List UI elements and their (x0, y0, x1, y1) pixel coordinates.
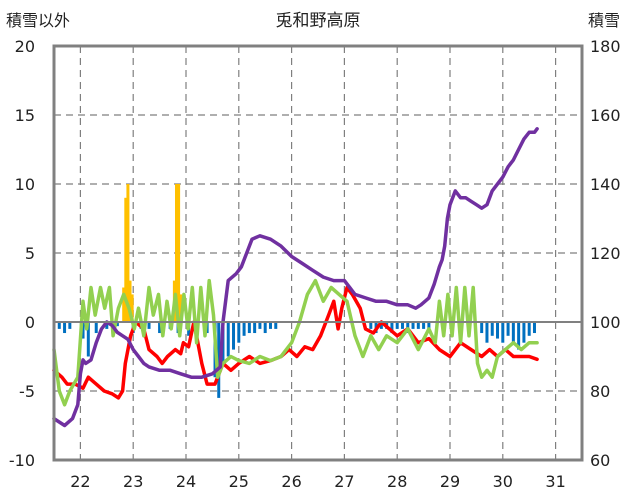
negative_bars-bar (81, 322, 85, 339)
left-tick-label: 5 (25, 244, 35, 263)
right-tick-label: 100 (590, 313, 621, 332)
negative_bars-bar (517, 322, 521, 350)
x-tick-label: 24 (176, 472, 196, 491)
negative_bars-bar (57, 322, 61, 329)
x-tick-label: 27 (334, 472, 354, 491)
negative_bars-bar (522, 322, 526, 343)
grid-lines (54, 46, 582, 460)
left-tick-label: 0 (25, 313, 35, 332)
left-tick-label: -10 (9, 451, 35, 470)
line-series (52, 127, 539, 428)
left-tick-label: 15 (15, 106, 35, 125)
negative_bars-bar (532, 322, 536, 334)
negative_bars-bar (480, 322, 484, 334)
negative_bars-bar (416, 322, 420, 329)
negative_bars-bar (427, 322, 431, 329)
negative_bars-bar (237, 322, 241, 343)
negative_bars-bar (94, 322, 98, 334)
tick-labels: 20 15 10 5 0 -5 -10 180 160 140 120 100 80 60 22 23 24 25… (9, 37, 621, 491)
x-tick-label: 25 (229, 472, 249, 491)
negative_bars-bar (511, 322, 515, 343)
x-tick-label: 23 (123, 472, 143, 491)
negative_bars-bar (400, 322, 404, 329)
right-tick-label: 180 (590, 37, 621, 56)
x-tick-label: 29 (440, 472, 460, 491)
x-tick-label: 26 (281, 472, 301, 491)
negative_bars-bar (105, 322, 109, 329)
x-tick-label: 31 (545, 472, 565, 491)
precipitation-bar (126, 184, 130, 322)
negative_bars-bar (411, 322, 415, 329)
left-tick-label: -5 (19, 382, 35, 401)
precipitation-bar (124, 197, 128, 322)
x-tick-label: 28 (387, 472, 407, 491)
negative_bars-bar (232, 322, 236, 350)
right-axis-title: 積雪 (588, 11, 620, 30)
x-tick-label: 30 (493, 472, 513, 491)
negative_bars-bar (527, 322, 531, 336)
plot-frame (52, 44, 584, 462)
right-tick-label: 80 (590, 382, 610, 401)
chart-title: 兎和野高原 (276, 11, 361, 31)
negative_bars-bar (242, 322, 246, 336)
negative_bars-bar (395, 322, 399, 329)
right-tick-label: 140 (590, 175, 621, 194)
snow_depth-line (52, 127, 539, 428)
negative_bars-bar (496, 322, 500, 339)
negative_bars-bar (147, 322, 151, 329)
negative_bars-bar (115, 322, 119, 327)
negative_bars-bar (490, 322, 494, 336)
precipitation-bar (177, 184, 181, 322)
negative_bars-bar (263, 322, 267, 334)
precipitation-bar (130, 294, 134, 322)
negative_bars-bar (86, 322, 90, 357)
negative_bars-bar (258, 322, 262, 329)
left-tick-label: 10 (15, 175, 35, 194)
negative_bars-bar (268, 322, 272, 329)
negative_bars-bar (422, 322, 426, 329)
negative_bars-bar (501, 322, 505, 343)
x-tick-label: 22 (70, 472, 90, 491)
negative_bars-bar (485, 322, 489, 343)
negative_bars-bar (369, 322, 373, 329)
negative_bars-bar (63, 322, 67, 334)
right-tick-label: 60 (590, 451, 610, 470)
left-axis-title: 積雪以外 (6, 11, 70, 30)
precipitation-bar (179, 294, 183, 322)
negative_bars-bar (247, 322, 251, 334)
negative_bars-bar (506, 322, 510, 336)
negative_bars-bar (217, 322, 221, 398)
dewpoint-line (52, 278, 539, 407)
precipitation-bar (128, 280, 132, 322)
negative_bars-bar (158, 322, 162, 334)
precipitation-bar (174, 184, 178, 322)
negative_bars-bar (390, 322, 394, 334)
negative_bars-bar (274, 322, 278, 329)
negative_bars-bar (379, 322, 383, 329)
right-tick-label: 160 (590, 106, 621, 125)
left-tick-label: 20 (15, 37, 35, 56)
negative_bars-bar (226, 322, 230, 357)
precipitation-bar (122, 287, 126, 322)
negative_bars-bar (253, 322, 257, 334)
right-tick-label: 120 (590, 244, 621, 263)
negative_bars-bar (68, 322, 72, 329)
